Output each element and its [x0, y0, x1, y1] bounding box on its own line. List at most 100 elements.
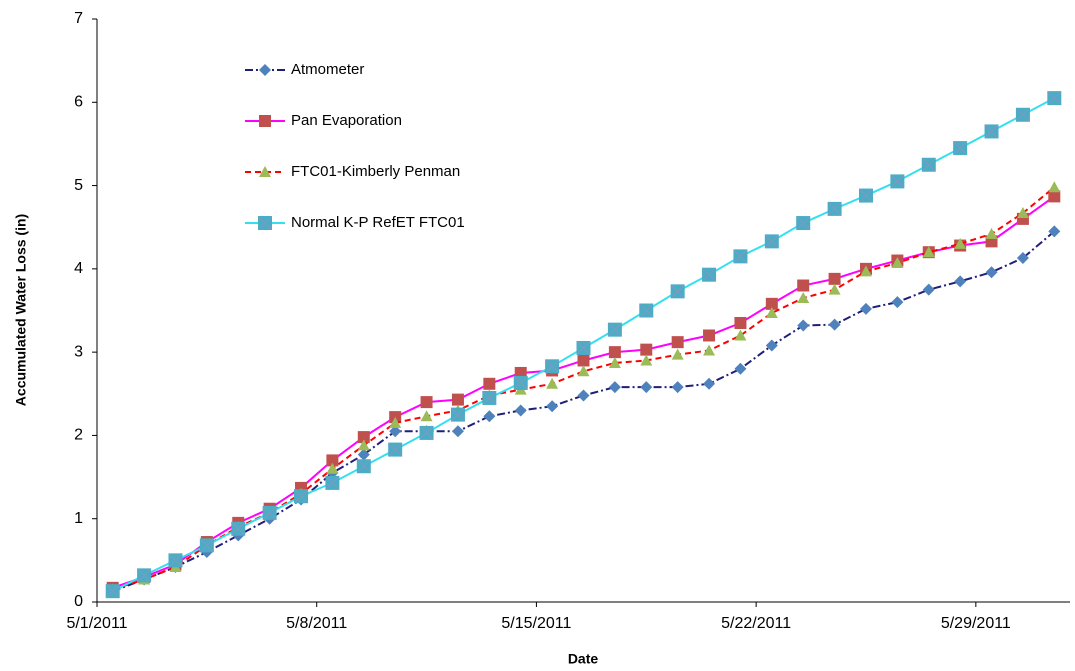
marker-cross — [1016, 108, 1030, 122]
marker-cross — [514, 376, 528, 390]
legend-item: FTC01-Kimberly Penman — [245, 163, 460, 180]
marker-cross — [859, 189, 873, 202]
marker-cross — [137, 568, 151, 582]
marker — [608, 356, 621, 368]
marker — [734, 329, 747, 341]
marker-cross — [451, 408, 465, 422]
marker — [797, 319, 810, 332]
marker — [859, 265, 872, 277]
marker-cross — [577, 341, 590, 355]
marker — [859, 302, 872, 315]
marker-cross — [263, 506, 277, 520]
marker — [483, 410, 496, 423]
marker-cross — [608, 323, 622, 337]
legend-label: Normal K-P RefET FTC01 — [291, 214, 465, 231]
marker — [954, 275, 967, 288]
marker — [483, 377, 496, 390]
marker — [797, 292, 810, 304]
marker-cross — [796, 216, 810, 230]
marker-cross — [169, 553, 182, 567]
marker-cross — [985, 125, 998, 138]
legend-item: Atmometer — [245, 61, 364, 78]
marker-cross — [420, 426, 433, 440]
x-tick-label: 5/1/2011 — [66, 615, 127, 632]
y-tick-label: 2 — [74, 427, 83, 444]
marker-cross — [325, 476, 339, 490]
marker-cross — [953, 141, 967, 155]
marker — [1016, 207, 1029, 219]
marker-cross — [639, 304, 653, 317]
marker — [326, 462, 339, 474]
marker — [1048, 181, 1061, 193]
marker-cross — [482, 391, 496, 405]
x-tick-label: 5/15/2011 — [501, 615, 571, 632]
legend-label: Atmometer — [291, 61, 364, 78]
series — [105, 91, 1062, 599]
legend-label: FTC01-Kimberly Penman — [291, 163, 460, 180]
marker — [577, 354, 590, 367]
marker-cross — [231, 522, 245, 536]
marker — [389, 416, 402, 428]
marker — [828, 318, 841, 331]
series — [106, 181, 1061, 595]
marker — [357, 431, 370, 444]
marker — [357, 439, 370, 451]
series-line — [112, 186, 1055, 591]
marker — [703, 329, 716, 342]
marker — [357, 448, 370, 461]
x-tick-label: 5/8/2011 — [286, 615, 347, 632]
marker — [259, 115, 271, 127]
legend-item: Normal K-P RefET FTC01 — [245, 214, 465, 231]
marker — [577, 389, 590, 402]
marker — [891, 296, 904, 309]
marker-cross — [294, 489, 308, 503]
x-tick-label: 5/29/2011 — [941, 615, 1011, 632]
marker — [1048, 190, 1061, 203]
marker-cross — [388, 443, 402, 457]
marker-cross — [357, 459, 371, 473]
marker — [259, 166, 271, 177]
marker — [577, 365, 590, 377]
marker-cross — [1047, 91, 1061, 105]
marker-cross — [200, 538, 214, 552]
marker — [451, 425, 464, 438]
marker — [640, 354, 653, 366]
marker — [954, 237, 967, 249]
series — [106, 225, 1061, 598]
marker — [671, 381, 684, 394]
marker — [546, 377, 559, 389]
marker — [1048, 225, 1061, 238]
marker — [640, 381, 653, 394]
x-tick-label: 5/22/2011 — [721, 615, 791, 632]
marker — [640, 343, 653, 356]
x-axis-label: Date — [568, 651, 599, 667]
y-tick-label: 7 — [74, 10, 83, 27]
marker — [734, 316, 747, 329]
marker — [891, 257, 904, 269]
marker-cross — [258, 216, 272, 230]
marker — [703, 344, 716, 356]
marker — [922, 283, 935, 296]
marker — [797, 279, 810, 292]
marker — [420, 396, 433, 409]
marker — [1016, 252, 1029, 265]
marker — [671, 348, 684, 360]
marker — [703, 377, 716, 390]
y-tick-label: 3 — [74, 343, 83, 360]
marker — [765, 297, 778, 310]
marker — [828, 283, 841, 295]
marker — [734, 362, 747, 375]
marker-cross — [890, 174, 904, 188]
marker-cross — [702, 268, 716, 282]
marker — [985, 227, 998, 239]
marker-cross — [545, 359, 559, 373]
marker-cross — [671, 284, 685, 298]
series-line — [112, 230, 1055, 593]
marker-cross — [734, 249, 747, 263]
legend-label: Pan Evaporation — [291, 112, 402, 129]
marker — [451, 393, 464, 406]
legend-item: Pan Evaporation — [245, 112, 402, 129]
y-tick-label: 5 — [74, 177, 83, 194]
marker — [828, 272, 841, 285]
